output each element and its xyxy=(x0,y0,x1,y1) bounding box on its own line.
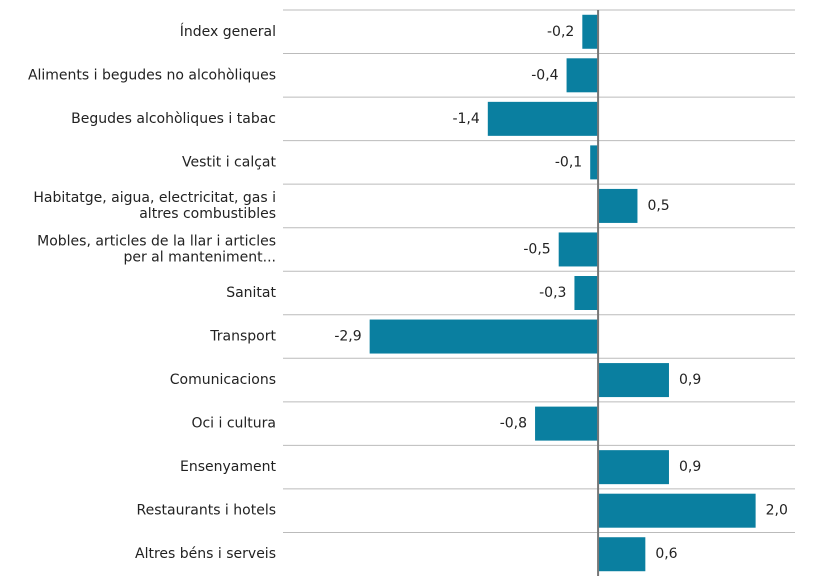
value-label: -0,4 xyxy=(531,67,558,83)
category-label: Habitatge, aigua, electricitat, gas i alt… xyxy=(33,190,276,222)
category-label-line: Habitatge, aigua, electricitat, gas i xyxy=(33,190,276,206)
value-label: -2,9 xyxy=(334,329,361,345)
bar xyxy=(574,276,599,310)
bar xyxy=(369,319,599,354)
value-label: -1,4 xyxy=(452,111,479,127)
value-label: 0,9 xyxy=(679,372,701,388)
bar xyxy=(598,493,756,528)
category-label: Vestit i calçat xyxy=(182,154,276,170)
category-label: Comunicacions xyxy=(170,372,276,388)
category-label: Sanitat xyxy=(226,285,276,301)
bar xyxy=(590,145,599,180)
bar xyxy=(598,188,638,223)
category-label: Begudes alcohòliques i tabac xyxy=(71,111,276,127)
category-label: Índex general xyxy=(180,23,276,40)
value-label: 0,5 xyxy=(647,198,669,214)
value-label: -0,8 xyxy=(500,416,527,432)
category-label-line: Mobles, articles de la llar i articles xyxy=(37,233,276,249)
bar xyxy=(487,101,599,136)
value-label: -0,1 xyxy=(555,154,582,170)
bar xyxy=(535,406,599,441)
value-label: -0,2 xyxy=(547,24,574,40)
category-label-line: per al manteniment... xyxy=(123,249,276,265)
category-label-line: altres combustibles xyxy=(139,206,276,222)
bar xyxy=(582,14,599,49)
bar xyxy=(558,232,599,267)
category-label: Altres béns i serveis xyxy=(135,546,276,562)
category-label: Ensenyament xyxy=(180,459,276,475)
value-label: -0,5 xyxy=(523,241,550,257)
bar xyxy=(598,537,646,572)
bar xyxy=(598,450,669,485)
value-label: -0,3 xyxy=(539,285,566,301)
value-label: 0,6 xyxy=(655,546,677,562)
bar xyxy=(566,58,599,93)
category-label: Aliments i begudes no alcohòliques xyxy=(28,67,276,83)
value-label: 0,9 xyxy=(679,459,701,475)
bar xyxy=(598,363,669,398)
category-label: Mobles, articles de la llar i articles pe… xyxy=(37,233,276,265)
category-label: Transport xyxy=(209,329,276,345)
value-label: 2,0 xyxy=(766,503,788,519)
category-label: Oci i cultura xyxy=(191,416,276,432)
category-label: Restaurants i hotels xyxy=(137,503,276,519)
